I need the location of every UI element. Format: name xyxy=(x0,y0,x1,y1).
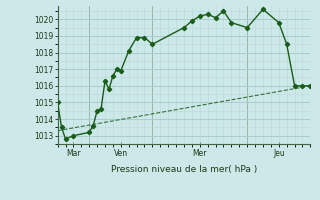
X-axis label: Pression niveau de la mer( hPa ): Pression niveau de la mer( hPa ) xyxy=(111,165,257,174)
Text: Ven: Ven xyxy=(114,149,128,158)
Text: Mer: Mer xyxy=(193,149,207,158)
Text: Jeu: Jeu xyxy=(273,149,285,158)
Text: Mar: Mar xyxy=(66,149,81,158)
